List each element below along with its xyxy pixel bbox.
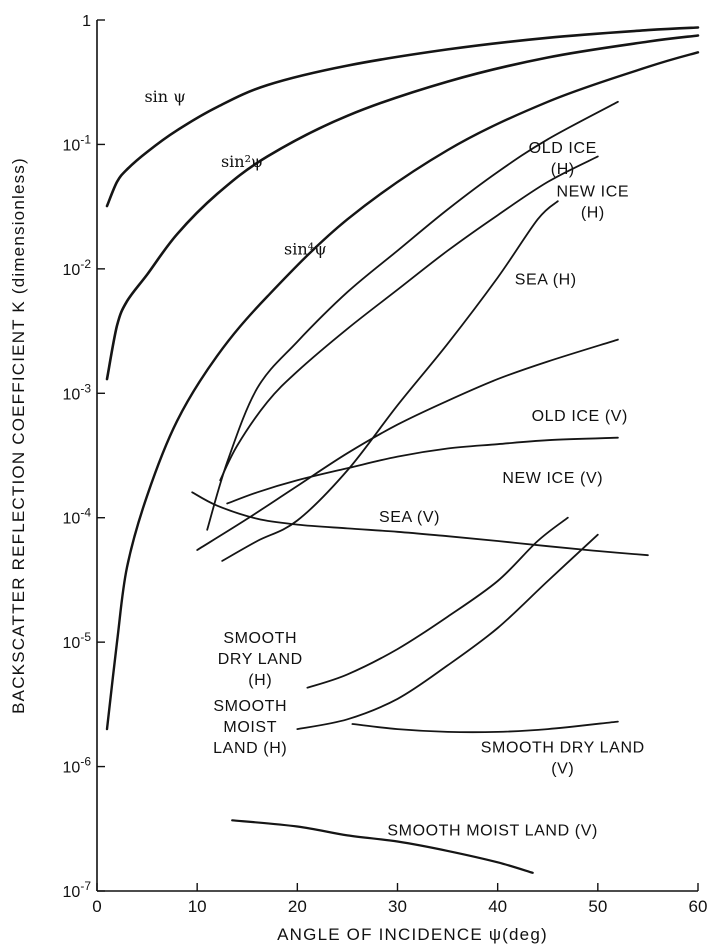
y-tick-label: 1 [82,13,91,30]
y-tick-label: 10-1 [63,132,92,154]
label-old-ice-v: OLD ICE (V) [532,408,628,425]
curve-old-ice-v [196,338,619,551]
label-smooth-dry-land-h: SMOOTH DRY LAND (H) [218,630,303,689]
plot-area: 0 10 20 30 40 50 60 110-110-210-310-410-510-61… [63,13,708,916]
curve-sin [105,26,700,208]
label-sin: sin⁴ψ [284,240,327,259]
y-axis-title: BACKSCATTER REFLECTION COEFFICIENT K (di… [9,157,28,714]
label-smooth-dry-land-v: SMOOTH DRY LAND (V) [481,739,645,777]
x-tick-label: 0 [92,897,101,916]
x-tick-label: 20 [288,897,307,916]
curve-sea-v [191,491,649,557]
y-tick-label: 10-4 [63,506,92,528]
y-tick-label: 10-2 [63,257,92,279]
curve-new-ice-h [219,155,599,482]
label-old-ice-h: OLD ICE (H) [529,140,597,178]
y-tick-label: 10-6 [63,755,92,777]
curve-sea-h [221,200,559,562]
label-smooth-moist-land-h: SMOOTH MOIST LAND (H) [213,698,287,757]
x-tick-label: 50 [588,897,607,916]
label-smooth-moist-land-v: SMOOTH MOIST LAND (V) [387,822,598,839]
x-tick-label: 40 [488,897,507,916]
curve-smooth-dry-land-v [351,720,619,734]
x-axis-title: ANGLE OF INCIDENCE ψ(deg) [277,925,548,944]
curve-smooth-moist-land-h [296,533,599,730]
curve-smooth-dry-land-h [306,516,569,689]
y-tick-label: 10-5 [63,630,92,652]
x-tick-label: 60 [689,897,708,916]
x-tick-label: 30 [388,897,407,916]
curve-smooth-moist-land-v [231,819,534,874]
label-sea-v: SEA (V) [379,509,440,526]
curve-labels: sin ψ sin²ψ sin⁴ψ OLD ICE (H) NEW ICE (H) SEA (… [144,87,644,840]
label-new-ice-v: NEW ICE (V) [502,470,603,487]
y-tick-label: 10-3 [63,381,92,403]
y-tick-label: 10-7 [63,879,92,901]
curve-new-ice-v [226,436,619,505]
curve-old-ice-h [206,100,619,531]
curves [105,26,700,874]
label-sin: sin ψ [144,87,185,106]
label-sin: sin²ψ [221,152,264,171]
y-axis-ticks: 1 10-1 10-2 10-3 10-4 10-5 10-6 10-7 [63,13,105,901]
x-axis-ticks: 0 10 20 30 40 50 60 [92,883,707,916]
label-sea-h: SEA (H) [515,271,577,288]
curve-sin [105,34,700,381]
label-new-ice-h: NEW ICE (H) [556,184,629,222]
curve-sin [105,51,700,731]
x-tick-label: 10 [188,897,207,916]
